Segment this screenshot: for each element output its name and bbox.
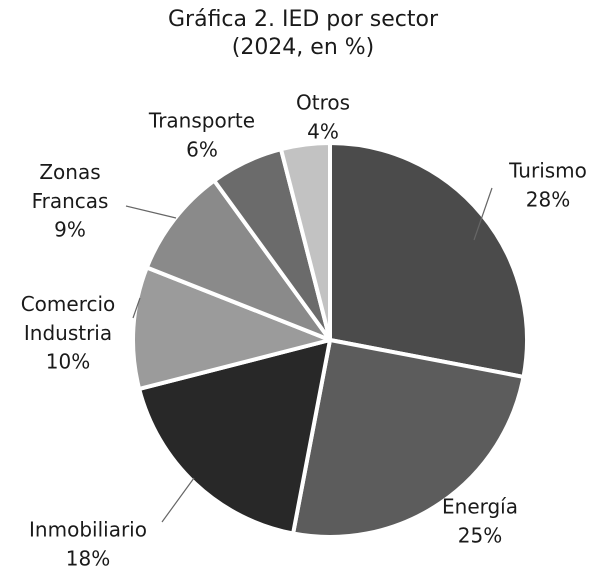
value-label: 6% bbox=[186, 138, 218, 162]
pie-slice bbox=[131, 265, 332, 391]
slice-label: Transporte bbox=[148, 109, 255, 133]
labels: Turismo 28% Energía 25% Inmobiliario 18% Comer… bbox=[21, 91, 587, 571]
value-label: 4% bbox=[307, 120, 339, 144]
leader-line bbox=[125, 205, 177, 219]
slice-label: Comercio Industria bbox=[21, 292, 116, 345]
pie-slice bbox=[137, 338, 332, 536]
value-label: 9% bbox=[54, 218, 86, 242]
pie bbox=[131, 141, 529, 539]
leader-line bbox=[473, 187, 493, 241]
pie-slice bbox=[279, 141, 332, 342]
chart-subtitle: (2024, en %) bbox=[232, 35, 375, 60]
pie-slice bbox=[328, 141, 529, 379]
value-label: 10% bbox=[46, 350, 90, 374]
chart-title: Gráfica 2. IED por sector bbox=[168, 7, 439, 32]
pie-slice bbox=[291, 338, 526, 539]
slice-label: Energía bbox=[442, 495, 518, 519]
value-label: 28% bbox=[526, 188, 570, 212]
leader-line bbox=[132, 297, 141, 319]
slice-label: Zonas Francas bbox=[32, 160, 109, 213]
slice-label: Otros bbox=[296, 91, 350, 115]
slice-label: Turismo bbox=[508, 159, 587, 183]
value-label: 25% bbox=[458, 524, 502, 548]
pie-slice bbox=[144, 178, 332, 342]
value-label: 18% bbox=[66, 547, 110, 571]
leader-line bbox=[161, 477, 195, 523]
slice-label: Inmobiliario bbox=[29, 518, 147, 542]
